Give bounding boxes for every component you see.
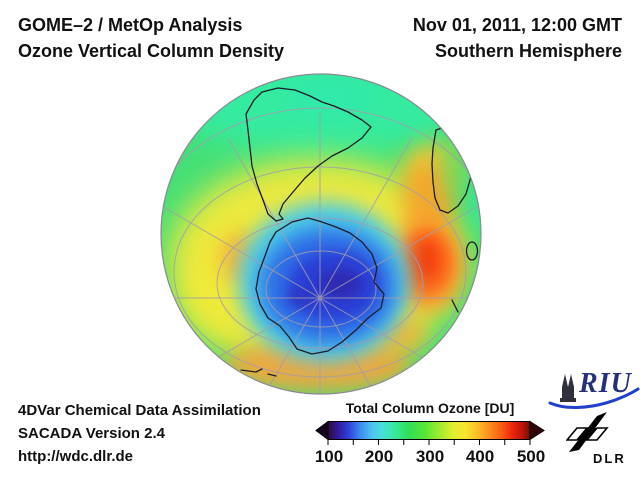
globe-rim: [160, 73, 482, 395]
dlr-arrow-logo-icon: [566, 412, 609, 452]
dlr-wordmark: DLR: [593, 451, 626, 466]
globe-map: [160, 73, 482, 395]
madagascar-outline: [465, 241, 479, 261]
colorbar-title: Total Column Ozone [DU]: [345, 400, 515, 416]
colorbar-ticks: [327, 439, 531, 445]
parallel-75s: [265, 250, 377, 328]
colorbar-left-arrow-icon: [315, 420, 329, 441]
assimilation-credit: 4DVar Chemical Data Assimilation: [18, 402, 261, 419]
url-label: http://wdc.dlr.de: [18, 448, 133, 465]
riu-logo: RIU: [548, 368, 640, 410]
colorbar-tick-label: 300: [415, 447, 445, 466]
colorbar-right-arrow-icon: [529, 420, 545, 441]
parallel-30s: [161, 107, 481, 394]
quantity-title: Ozone Vertical Column Density: [18, 41, 285, 61]
hemisphere-label: Southern Hemisphere: [434, 41, 622, 61]
colorbar-tick-label: 100: [314, 447, 344, 466]
antarctica-outline: [255, 217, 385, 355]
south-america-outline: [245, 87, 372, 222]
parallel-60s: [216, 217, 424, 349]
colorbar-gradient: [327, 421, 531, 440]
meridians: [161, 113, 481, 394]
colorbar-tick-label: 400: [465, 447, 495, 466]
analysis-title: GOME–2 / MetOp Analysis: [18, 15, 243, 35]
cologne-cathedral-icon: [560, 374, 576, 402]
riu-wordmark: RIU: [579, 368, 632, 399]
small-islands: [240, 299, 459, 377]
timestamp-label: Nov 01, 2011, 12:00 GMT: [412, 15, 622, 35]
parallel-45s: [173, 166, 467, 378]
colorbar-tick-label: 500: [516, 447, 546, 466]
version-label: SACADA Version 2.4: [18, 425, 165, 442]
graticule: [161, 107, 481, 394]
colorbar: [315, 420, 545, 445]
riu-logo-graphics: [548, 374, 640, 409]
wave-swoosh-icon: [548, 387, 640, 409]
colorbar-tick-label: 200: [364, 447, 394, 466]
dlr-logo: DLR: [564, 411, 636, 471]
